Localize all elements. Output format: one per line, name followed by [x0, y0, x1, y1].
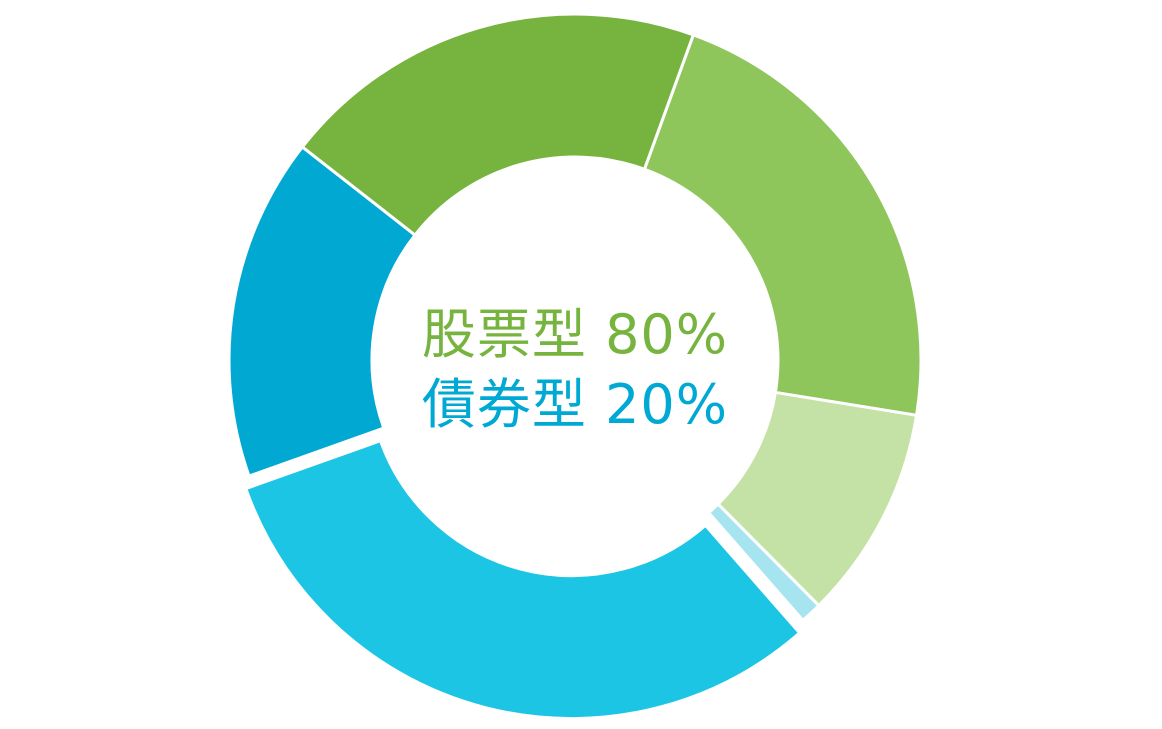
bond-allocation-label: 債券型 20%	[421, 373, 729, 436]
donut-slice-1-stock	[642, 33, 923, 417]
donut-slice-3-bond	[707, 502, 821, 622]
donut-slice-6-stock	[300, 12, 695, 237]
donut-slices	[227, 12, 923, 721]
donut-slice-4-bond	[244, 439, 802, 721]
donut-slice-5-bond	[227, 145, 417, 478]
stock-allocation-label: 股票型 80%	[421, 303, 729, 366]
